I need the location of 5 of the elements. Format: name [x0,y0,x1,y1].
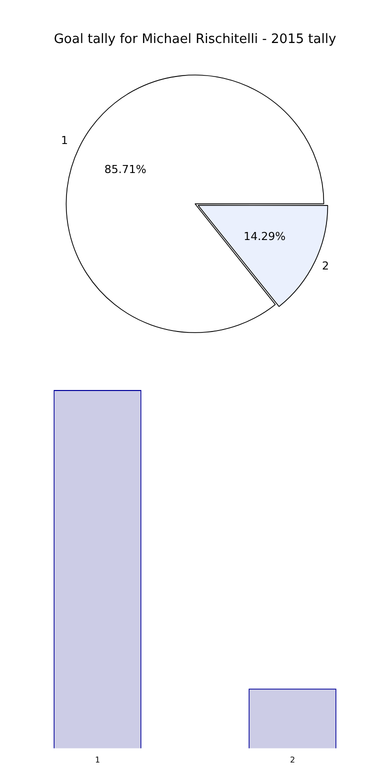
slice-label: 1 [61,134,68,147]
slice-label: 2 [322,260,329,273]
data-label: 85.71% [104,163,146,176]
data-label: 14.29% [244,230,286,244]
chart-title: Goal tally for Michael Rischitelli - 2015 tally [54,32,336,48]
